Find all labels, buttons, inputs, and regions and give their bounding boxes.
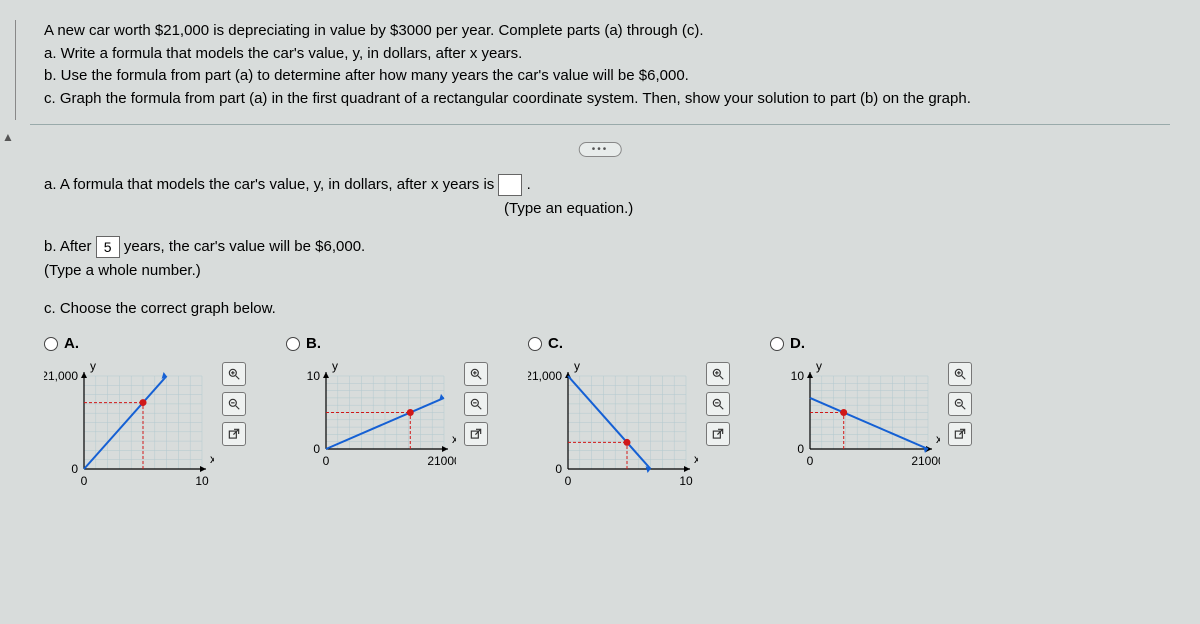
zoom-out-icon[interactable] [706,392,730,416]
part-b-trail: years, the car's value will be $6,000. [124,238,365,255]
graph-options: A. 21,000 0 0 10 x y [44,335,1170,499]
option-label: C. [548,335,563,352]
answer-part-c: c. Choose the correct graph below. [44,297,1170,321]
svg-text:0: 0 [81,474,88,488]
svg-text:10: 10 [791,369,805,383]
svg-text:0: 0 [797,442,804,456]
divider [30,124,1170,125]
part-b-hint: (Type a whole number.) [44,262,201,279]
popout-icon[interactable] [706,422,730,446]
problem-part-b: b. Use the formula from part (a) to dete… [44,65,1170,88]
answer-part-a: a. A formula that models the car's value… [44,173,1170,221]
part-c-lead: c. Choose the correct graph below. [44,300,276,317]
zoom-out-icon[interactable] [222,392,246,416]
problem-part-c: c. Graph the formula from part (a) in th… [44,88,1170,111]
part-a-trail: . [527,176,531,193]
problem-statement: A new car worth $21,000 is depreciating … [44,20,1170,110]
radio-option-B[interactable] [286,337,300,351]
option-C: C. 21,000 0 0 10 x y [528,335,730,499]
graph-B: 10 0 0 21000 x y [286,360,456,479]
svg-text:y: y [816,360,822,373]
svg-text:10: 10 [679,474,693,488]
radio-option-C[interactable] [528,337,542,351]
option-label: D. [790,335,805,352]
svg-text:x: x [694,452,698,466]
option-D: D. 10 0 0 21000 x y [770,335,972,479]
option-A: A. 21,000 0 0 10 x y [44,335,246,499]
option-B: B. 10 0 0 21000 x y [286,335,488,479]
zoom-out-icon[interactable] [948,392,972,416]
svg-text:0: 0 [323,454,330,468]
svg-text:x: x [936,432,940,446]
zoom-out-icon[interactable] [464,392,488,416]
years-input[interactable]: 5 [96,236,120,258]
zoom-in-icon[interactable] [706,362,730,386]
problem-part-a: a. Write a formula that models the car's… [44,43,1170,66]
graph-D: 10 0 0 21000 x y [770,360,940,479]
option-label: A. [64,335,79,352]
popout-icon[interactable] [948,422,972,446]
part-a-hint: (Type an equation.) [504,200,633,217]
svg-text:10: 10 [307,369,321,383]
svg-text:y: y [90,360,96,373]
problem-intro: A new car worth $21,000 is depreciating … [44,20,1170,43]
svg-text:x: x [452,432,456,446]
svg-text:0: 0 [807,454,814,468]
svg-text:10: 10 [195,474,209,488]
graph-A: 21,000 0 0 10 x y [44,360,214,499]
svg-text:21000: 21000 [911,454,940,468]
svg-text:y: y [332,360,338,373]
radio-option-D[interactable] [770,337,784,351]
svg-text:21,000: 21,000 [528,369,562,383]
zoom-in-icon[interactable] [222,362,246,386]
svg-text:x: x [210,452,214,466]
svg-text:21,000: 21,000 [44,369,78,383]
svg-text:0: 0 [71,462,78,476]
popout-icon[interactable] [464,422,488,446]
answer-part-b: b. After 5 years, the car's value will b… [44,235,1170,283]
part-a-lead: a. A formula that models the car's value… [44,176,498,193]
svg-text:0: 0 [565,474,572,488]
option-label: B. [306,335,321,352]
radio-option-A[interactable] [44,337,58,351]
equation-input[interactable] [498,174,522,196]
popout-icon[interactable] [222,422,246,446]
part-b-lead: b. After [44,238,96,255]
zoom-in-icon[interactable] [948,362,972,386]
svg-text:21000: 21000 [427,454,456,468]
svg-text:y: y [574,360,580,373]
graph-C: 21,000 0 0 10 x y [528,360,698,499]
zoom-in-icon[interactable] [464,362,488,386]
svg-text:0: 0 [555,462,562,476]
svg-text:0: 0 [313,442,320,456]
more-button[interactable]: ••• [579,142,622,157]
